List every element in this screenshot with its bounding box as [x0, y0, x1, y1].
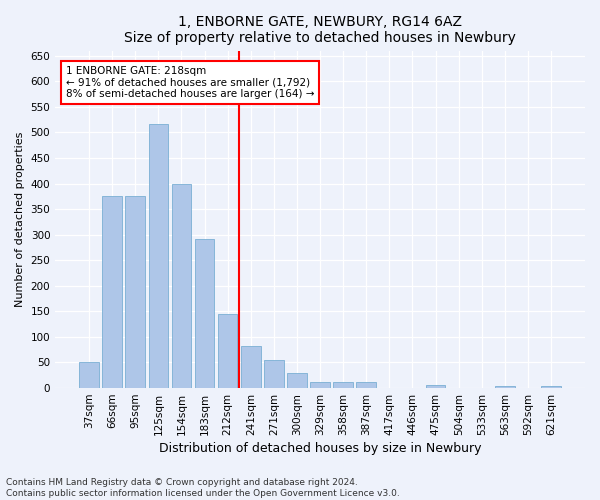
Y-axis label: Number of detached properties: Number of detached properties	[15, 132, 25, 307]
Bar	[310, 382, 330, 388]
X-axis label: Distribution of detached houses by size in Newbury: Distribution of detached houses by size …	[159, 442, 481, 455]
Bar	[103, 196, 122, 388]
Bar	[125, 196, 145, 388]
Bar	[495, 386, 515, 388]
Bar	[356, 382, 376, 388]
Bar	[79, 362, 99, 388]
Bar	[287, 372, 307, 388]
Bar	[195, 238, 214, 388]
Bar	[264, 360, 284, 388]
Bar	[218, 314, 238, 388]
Bar	[241, 346, 260, 388]
Title: 1, ENBORNE GATE, NEWBURY, RG14 6AZ
Size of property relative to detached houses : 1, ENBORNE GATE, NEWBURY, RG14 6AZ Size …	[124, 15, 516, 45]
Bar	[172, 184, 191, 388]
Text: 1 ENBORNE GATE: 218sqm
← 91% of detached houses are smaller (1,792)
8% of semi-d: 1 ENBORNE GATE: 218sqm ← 91% of detached…	[66, 66, 314, 99]
Bar	[541, 386, 561, 388]
Bar	[426, 385, 445, 388]
Bar	[334, 382, 353, 388]
Bar	[149, 124, 168, 388]
Text: Contains HM Land Registry data © Crown copyright and database right 2024.
Contai: Contains HM Land Registry data © Crown c…	[6, 478, 400, 498]
